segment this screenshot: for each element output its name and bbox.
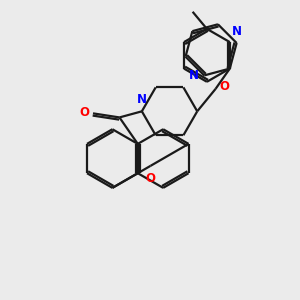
Text: N: N [189, 69, 200, 82]
Text: O: O [80, 106, 90, 119]
Text: O: O [146, 172, 155, 185]
Text: N: N [137, 93, 147, 106]
Text: O: O [220, 80, 230, 93]
Text: N: N [232, 25, 242, 38]
